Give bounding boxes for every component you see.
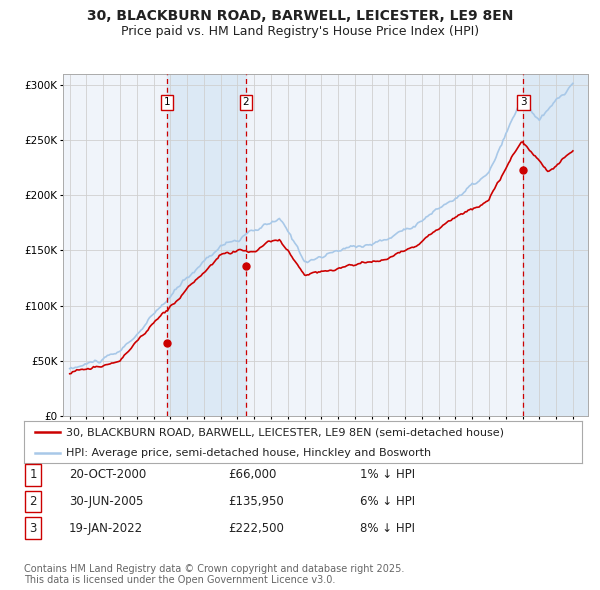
Text: 8% ↓ HPI: 8% ↓ HPI xyxy=(360,522,415,535)
Bar xyxy=(167,74,246,416)
Text: Contains HM Land Registry data © Crown copyright and database right 2025.
This d: Contains HM Land Registry data © Crown c… xyxy=(24,563,404,585)
Text: £66,000: £66,000 xyxy=(228,468,277,481)
Text: 30, BLACKBURN ROAD, BARWELL, LEICESTER, LE9 8EN: 30, BLACKBURN ROAD, BARWELL, LEICESTER, … xyxy=(87,9,513,24)
Text: 6% ↓ HPI: 6% ↓ HPI xyxy=(360,495,415,508)
Text: 2: 2 xyxy=(242,97,249,107)
Text: HPI: Average price, semi-detached house, Hinckley and Bosworth: HPI: Average price, semi-detached house,… xyxy=(66,448,431,457)
Bar xyxy=(523,74,588,416)
Text: 1: 1 xyxy=(29,468,37,481)
Text: £222,500: £222,500 xyxy=(228,522,284,535)
Text: 1% ↓ HPI: 1% ↓ HPI xyxy=(360,468,415,481)
Text: 3: 3 xyxy=(520,97,527,107)
Text: 30-JUN-2005: 30-JUN-2005 xyxy=(69,495,143,508)
Text: 30, BLACKBURN ROAD, BARWELL, LEICESTER, LE9 8EN (semi-detached house): 30, BLACKBURN ROAD, BARWELL, LEICESTER, … xyxy=(66,427,504,437)
Text: 19-JAN-2022: 19-JAN-2022 xyxy=(69,522,143,535)
Text: £135,950: £135,950 xyxy=(228,495,284,508)
Text: 20-OCT-2000: 20-OCT-2000 xyxy=(69,468,146,481)
Text: Price paid vs. HM Land Registry's House Price Index (HPI): Price paid vs. HM Land Registry's House … xyxy=(121,25,479,38)
Text: 1: 1 xyxy=(164,97,170,107)
Text: 2: 2 xyxy=(29,495,37,508)
Text: 3: 3 xyxy=(29,522,37,535)
